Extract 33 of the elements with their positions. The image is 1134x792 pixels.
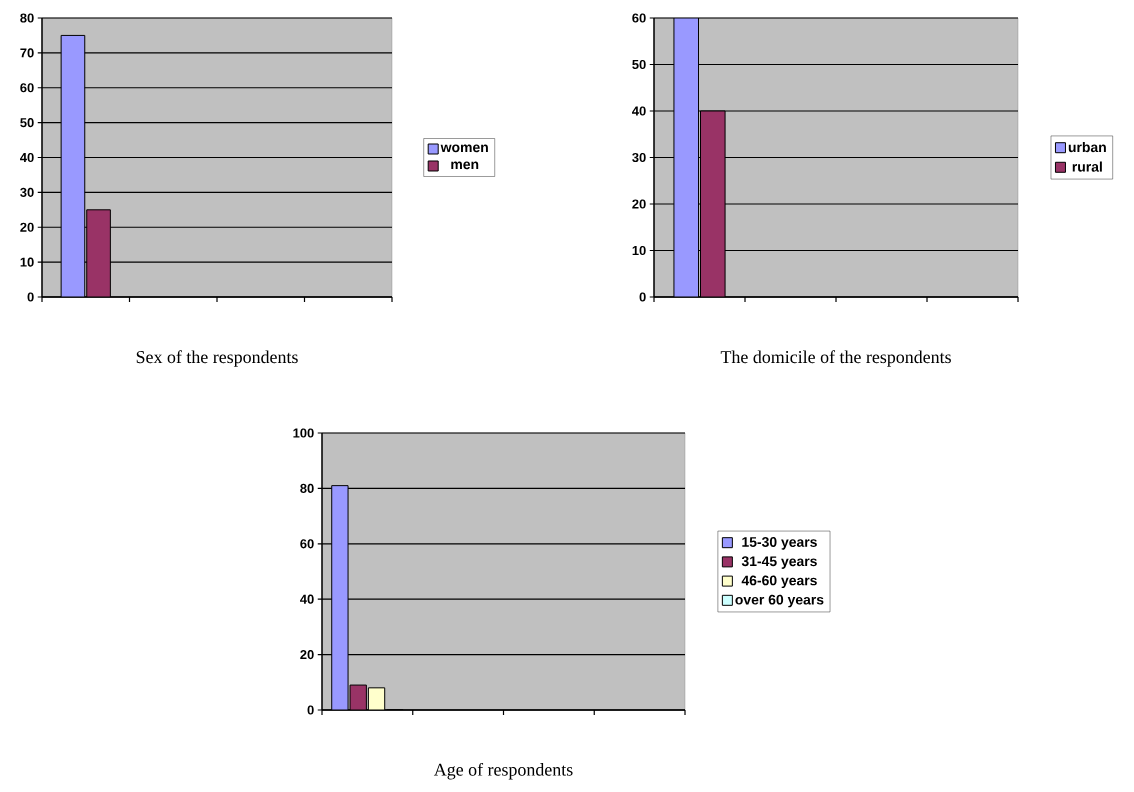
legend-label: women — [440, 144, 488, 153]
legend-label: 31-45 years — [741, 556, 817, 569]
y-tick-label: 20 — [300, 650, 314, 660]
legend-label: 15-30 years — [742, 537, 817, 550]
legend-label: urban — [1068, 141, 1106, 153]
text: Age of respondents — [433, 762, 573, 780]
y-tick-label: 40 — [632, 106, 646, 116]
y-tick-label: 50 — [632, 59, 646, 70]
y-tick-label: 60 — [20, 83, 34, 93]
text: Sex of the respondents — [136, 350, 298, 367]
y-tick-label: 70 — [20, 48, 34, 58]
y-tick-label: 30 — [20, 187, 34, 197]
y-tick-label: 100 — [293, 428, 314, 438]
y-tick-label: 50 — [20, 118, 34, 128]
y-tick-label: 0 — [27, 292, 34, 302]
y-tick-label: 0 — [307, 705, 314, 715]
y-tick-label: 40 — [300, 594, 314, 604]
y-tick-label: 10 — [20, 257, 34, 267]
y-tick-label: 0 — [639, 292, 646, 302]
y-tick-label: 60 — [300, 539, 314, 549]
legend-label: men — [451, 161, 479, 170]
legend-label: 46-60 years — [741, 575, 817, 589]
y-tick-label: 20 — [632, 199, 646, 209]
y-tick-label: 60 — [632, 13, 646, 23]
y-tick-label: 40 — [20, 152, 34, 163]
y-tick-label: 80 — [20, 13, 34, 23]
y-tick-label: 30 — [632, 152, 646, 163]
y-tick-label: 80 — [300, 483, 314, 493]
y-tick-label: 10 — [632, 245, 646, 256]
legend-label: rural — [1072, 161, 1102, 172]
legend-label: over 60 years — [735, 594, 824, 608]
y-tick-label: 20 — [20, 222, 34, 232]
text: The domicile of the respondents — [720, 350, 951, 367]
